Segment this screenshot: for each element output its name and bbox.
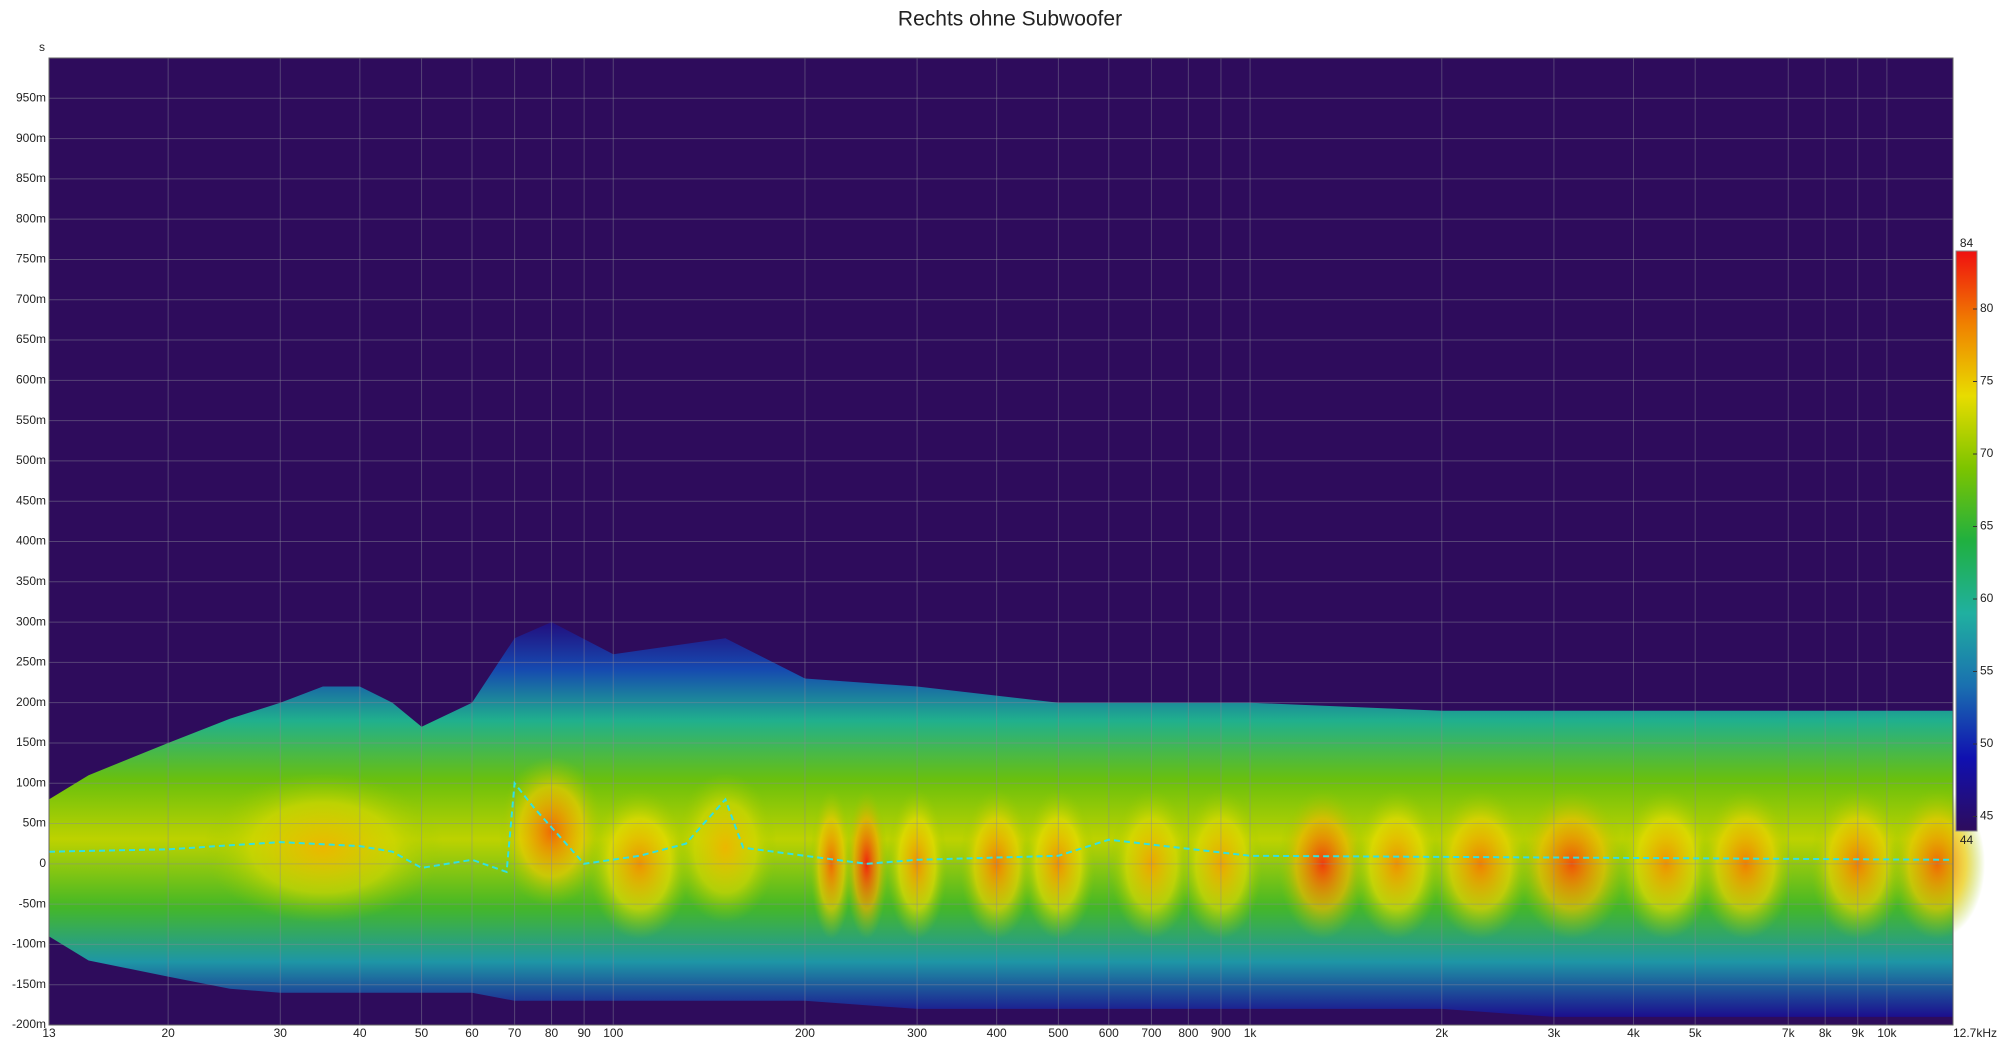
x-tick-label: 700 [1141, 1026, 1161, 1040]
colorbar-tick-label: 45 [1980, 809, 1994, 823]
y-tick-label: 50m [23, 816, 46, 830]
y-tick-label: 800m [16, 211, 46, 225]
x-tick-label: 4k [1627, 1026, 1641, 1040]
level-peak [1618, 788, 1714, 939]
level-peak [1021, 788, 1096, 939]
colorbar-tick-label: 60 [1980, 591, 1994, 605]
x-tick-label: 20 [161, 1026, 175, 1040]
colorbar-tick-label: 75 [1980, 374, 1994, 388]
y-unit: s [39, 40, 45, 54]
colorbar-tick-label: 70 [1980, 446, 1994, 460]
x-tick-label: 1k [1244, 1026, 1258, 1040]
y-tick-label: 600m [16, 373, 46, 387]
colorbar [1955, 250, 1978, 832]
y-tick-label: 150m [16, 735, 46, 749]
x-tick-label: 60 [465, 1026, 479, 1040]
colorbar-tick-label: 55 [1980, 664, 1994, 678]
x-tick-label: 800 [1178, 1026, 1198, 1040]
y-tick-label: 750m [16, 252, 46, 266]
x-tick-label: 9k [1851, 1026, 1865, 1040]
level-peak [588, 788, 692, 939]
x-tick-label: 5k [1689, 1026, 1703, 1040]
y-tick-label: 450m [16, 493, 46, 507]
level-peak [1352, 788, 1442, 939]
impulse-line [48, 780, 1954, 874]
colorbar-tick-label: 80 [1980, 301, 1994, 315]
y-tick-label: -150m [12, 977, 46, 991]
y-tick-label: 350m [16, 574, 46, 588]
level-peak [673, 772, 777, 923]
colorbar-tick-label: 65 [1980, 519, 1994, 533]
level-peak [959, 788, 1034, 939]
level-peak [1278, 788, 1368, 939]
x-tick-label: 400 [987, 1026, 1007, 1040]
y-tick-label: 400m [16, 534, 46, 548]
x-tick-label: 300 [907, 1026, 927, 1040]
level-peak [498, 756, 605, 907]
x-tick-label: 3k [1548, 1026, 1562, 1040]
x-tick-label: 200 [795, 1026, 815, 1040]
x-tick-label: 90 [577, 1026, 591, 1040]
level-peak [810, 788, 853, 939]
level-peak [1697, 788, 1794, 939]
y-tick-label: 200m [16, 695, 46, 709]
x-tick-label: 70 [508, 1026, 522, 1040]
y-tick-label: 900m [16, 131, 46, 145]
x-tick-label: 10k [1877, 1026, 1897, 1040]
y-tick-label: 950m [16, 90, 46, 104]
level-peak [845, 788, 888, 939]
colorbar-tick-label: 50 [1980, 736, 1994, 750]
y-tick-label: 300m [16, 614, 46, 628]
y-tick-label: -50m [19, 896, 46, 910]
x-tick-label: 8k [1819, 1026, 1833, 1040]
y-tick-label: 250m [16, 655, 46, 669]
y-tick-label: 100m [16, 775, 46, 789]
x-tick-label: 12.7kHz [1953, 1026, 1997, 1040]
colorbar-min: 44 [1960, 833, 1974, 847]
level-peak [1179, 788, 1263, 939]
y-tick-label: -100m [12, 937, 46, 951]
x-tick-label: 50 [415, 1026, 429, 1040]
y-tick-label: 700m [16, 292, 46, 306]
x-tick-label: 13 [42, 1026, 56, 1040]
chart-title: Rechts ohne Subwoofer [898, 8, 1122, 31]
level-peak [886, 788, 948, 939]
x-tick-label: 500 [1048, 1026, 1068, 1040]
x-tick-label: 80 [545, 1026, 559, 1040]
level-peak [202, 772, 443, 923]
x-tick-label: 40 [353, 1026, 367, 1040]
x-tick-label: 2k [1435, 1026, 1449, 1040]
y-tick-label: 550m [16, 413, 46, 427]
level-peak [1430, 788, 1531, 939]
y-tick-label: 850m [16, 171, 46, 185]
x-tick-label: 30 [274, 1026, 288, 1040]
x-tick-label: 600 [1099, 1026, 1119, 1040]
x-tick-label: 7k [1782, 1026, 1796, 1040]
y-tick-label: 0 [39, 856, 46, 870]
x-tick-label: 100 [603, 1026, 623, 1040]
level-peak [1810, 788, 1906, 939]
colorbar-max: 84 [1960, 236, 1974, 250]
plot-frame [48, 57, 1954, 1026]
y-tick-label: 650m [16, 332, 46, 346]
y-tick-label: 500m [16, 453, 46, 467]
x-tick-label: 900 [1211, 1026, 1231, 1040]
y-tick-label: -200m [12, 1017, 46, 1031]
level-peak [1109, 788, 1194, 939]
level-peak [1516, 788, 1627, 939]
